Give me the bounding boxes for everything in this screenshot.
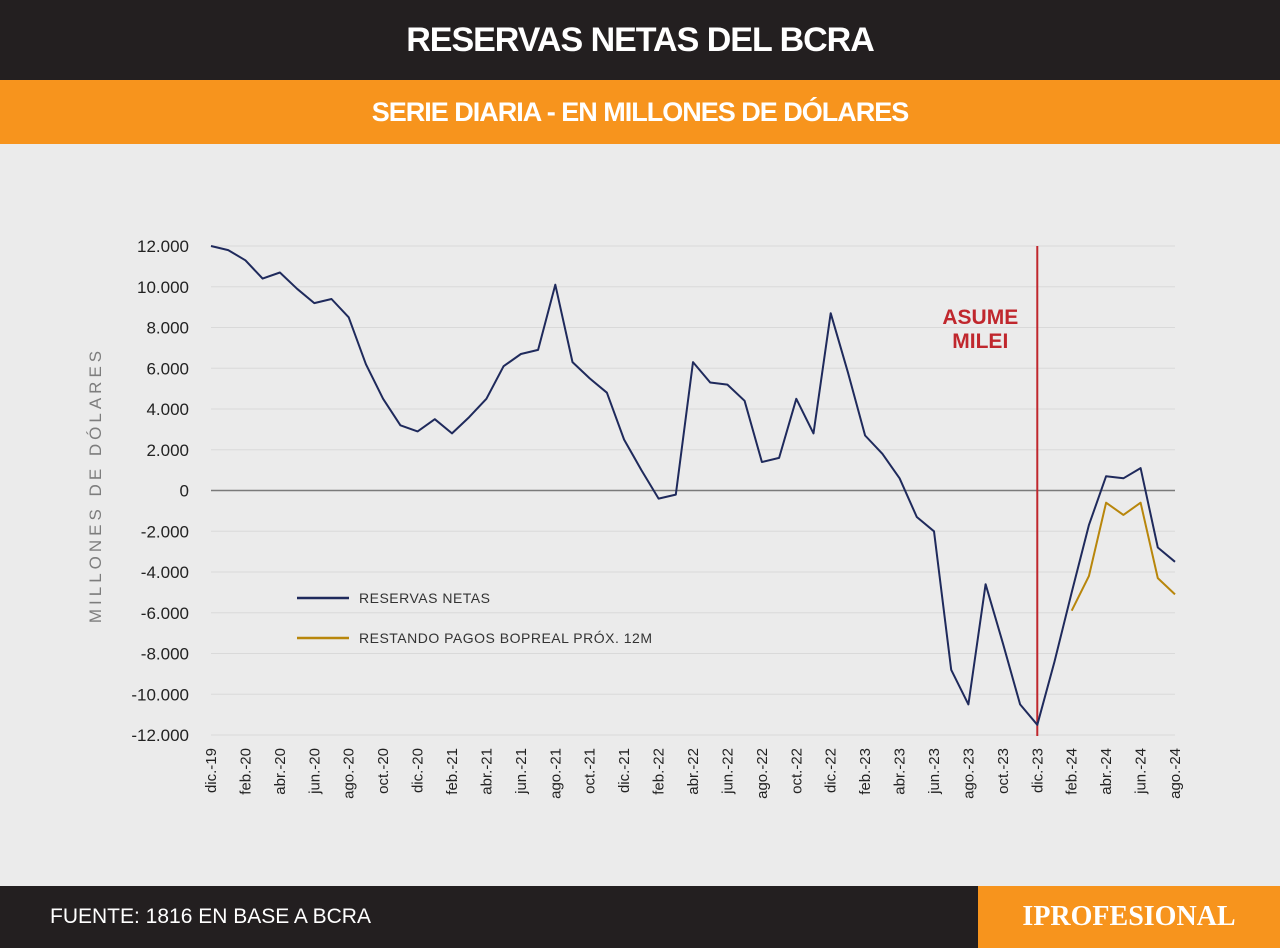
brand-logo: IPROFESIONAL [978,886,1280,948]
y-tick-label: 10.000 [137,278,189,297]
x-tick-label: dic.-22 [823,748,840,793]
annotation-milei: MILEI [952,330,1008,353]
x-tick-label: feb.-22 [651,748,668,795]
x-tick-label: jun.-23 [926,748,943,795]
y-tick-label: 6.000 [146,359,189,378]
x-tick-label: dic.-21 [616,748,633,793]
x-tick-label: jun.-21 [513,748,530,795]
y-tick-label: 12.000 [137,237,189,256]
x-tick-label: feb.-23 [857,748,874,795]
footer: FUENTE: 1816 EN BASE A BCRA IPROFESIONAL [0,886,1280,948]
y-axis-title: MILLONES DE DÓLARES [86,347,105,623]
chart: 12.000 10.000 8.000 6.000 4.000 2.000 0 -2.000 -… [86,237,1184,799]
x-tick-label: ago.-21 [547,748,564,799]
y-tick-label: 4.000 [146,400,189,419]
x-tick-label: ago.-23 [960,748,977,799]
legend-label-bopreal: RESTANDO PAGOS BOPREAL PRÓX. 12M [359,630,652,646]
x-tick-label: oct.-20 [375,748,392,794]
x-tick-label: oct.-21 [582,748,599,794]
page-title: RESERVAS NETAS DEL BCRA [0,0,1280,80]
x-tick-label: feb.-21 [444,748,461,795]
y-tick-label: -8.000 [141,645,189,664]
annotation-asume: ASUME [942,306,1018,329]
x-tick-label: abr.-23 [892,748,909,795]
series-line-bopreal [1070,501,1176,612]
series-line-reservas-netas [210,245,1176,726]
x-tick-label: oct.-22 [788,748,805,794]
x-tick-label: dic.-20 [410,748,427,793]
page-subtitle: SERIE DIARIA - EN MILLONES DE DÓLARES [0,80,1280,144]
y-tick-label: -10.000 [131,685,189,704]
x-tick-label: ago.-22 [754,748,771,799]
y-tick-label: 0 [180,482,189,501]
y-tick-label: -12.000 [131,726,189,745]
x-tick-label: dic.-23 [1029,748,1046,793]
y-tick-label: 2.000 [146,441,189,460]
source-note: FUENTE: 1816 EN BASE A BCRA [50,905,371,928]
x-tick-label: jun.-24 [1133,748,1150,795]
y-tick-label: -2.000 [141,522,189,541]
y-tick-label: -6.000 [141,604,189,623]
x-tick-label: oct.-23 [995,748,1012,794]
x-tick-label: feb.-24 [1064,748,1081,795]
x-tick-label: abr.-20 [272,748,289,795]
x-tick-label: abr.-22 [685,748,702,795]
x-tick-label: jun.-20 [306,748,323,795]
y-tick-label: -4.000 [141,563,189,582]
y-tick-label: 8.000 [146,319,189,338]
x-tick-label: ago.-20 [341,748,358,799]
x-tick-label: abr.-21 [478,748,495,795]
legend-label-reservas-netas: RESERVAS NETAS [359,590,490,606]
x-tick-label: dic.-19 [203,748,220,793]
x-tick-label: abr.-24 [1098,748,1115,795]
x-tick-label: feb.-20 [237,748,254,795]
x-tick-label: ago.-24 [1167,748,1184,799]
x-tick-label: jun.-22 [719,748,736,795]
